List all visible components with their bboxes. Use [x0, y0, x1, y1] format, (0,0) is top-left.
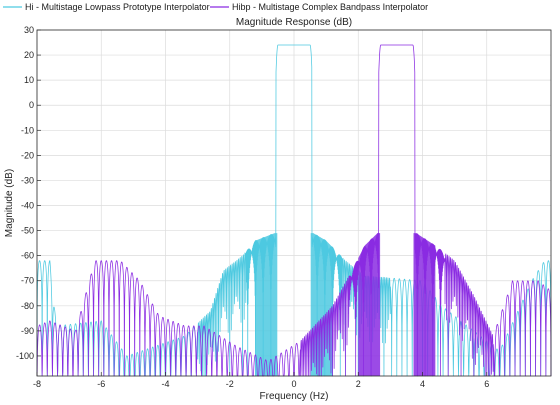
x-axis-label: Frequency (Hz) — [260, 391, 329, 402]
x-tick-label: -4 — [161, 379, 169, 389]
x-tick-label: -6 — [97, 379, 105, 389]
x-tick-label: 6 — [484, 379, 489, 389]
series-hi-line — [36, 44, 552, 377]
y-tick-label: -80 — [21, 301, 34, 311]
y-tick-label: 30 — [24, 25, 34, 35]
x-tick-label: 0 — [291, 379, 296, 389]
y-tick-label: -60 — [21, 251, 34, 261]
y-tick-label: 20 — [24, 50, 34, 60]
y-tick-label: -50 — [21, 226, 34, 236]
x-tick-label: 4 — [420, 379, 425, 389]
x-tick-label: -2 — [226, 379, 234, 389]
series-hibp-line-dense-sidelobes-right — [413, 233, 436, 376]
x-tick-label: 2 — [356, 379, 361, 389]
y-tick-label: 0 — [29, 100, 34, 110]
series-hibp-line-dense-sidelobes-left — [358, 233, 381, 376]
y-tick-label: -100 — [16, 351, 34, 361]
y-tick-label: -90 — [21, 326, 34, 336]
series-hibp — [36, 44, 552, 377]
chart-title: Magnitude Response (dB) — [236, 17, 352, 28]
x-ticks: -8 -6 -4 -2 0 2 4 6 — [33, 372, 489, 389]
legend-label-hibp: Hibp - Multistage Complex Bandpass Inter… — [232, 2, 428, 12]
y-tick-label: 10 — [24, 75, 34, 85]
legend: Hi - Multistage Lowpass Prototype Interp… — [3, 2, 428, 12]
x-tick-label: -8 — [33, 379, 41, 389]
y-tick-label: -70 — [21, 276, 34, 286]
legend-label-hi: Hi - Multistage Lowpass Prototype Interp… — [25, 2, 210, 12]
y-tick-label: -10 — [21, 125, 34, 135]
y-tick-label: -40 — [21, 201, 34, 211]
y-tick-label: -20 — [21, 150, 34, 160]
y-tick-label: -30 — [21, 175, 34, 185]
series-hi-line-dense-sidelobes-left — [255, 233, 278, 376]
y-axis-label: Magnitude (dB) — [4, 169, 15, 237]
y-ticks: 30 20 10 0 -10 -20 -30 -40 -50 -60 -70 -80 -90 -100 — [16, 25, 41, 361]
